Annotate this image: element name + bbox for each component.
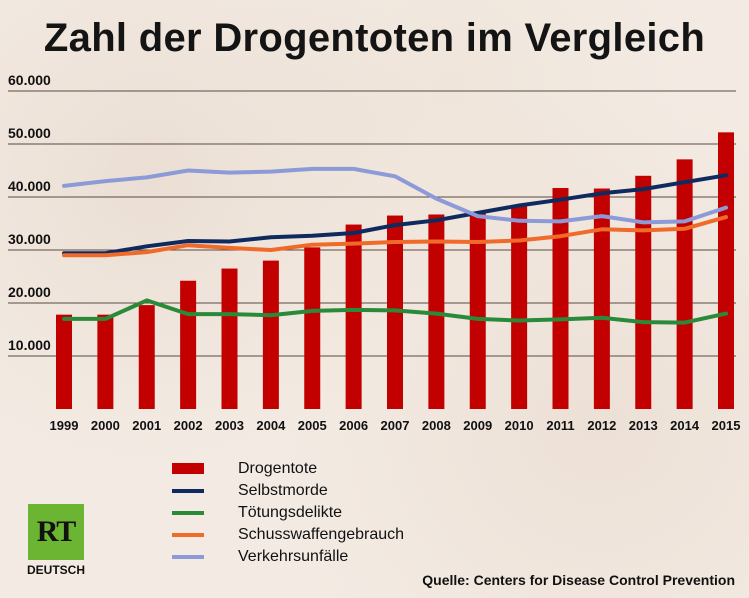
bar-drogentote [676,159,693,409]
legend-swatch [172,463,204,474]
rt-logo-text: RT [36,515,77,548]
x-tick-label: 1999 [50,418,79,433]
x-tick-label: 2013 [629,418,658,433]
y-tick-label: 50.000 [8,125,51,141]
legend: Drogentote Selbstmorde Tötungsdelikte Schus… [172,458,404,568]
x-tick-label: 2011 [546,418,574,433]
bar-drogentote [262,260,279,409]
bar-drogentote [345,224,362,409]
legend-swatch-wrap [172,480,238,502]
x-tick-label: 2005 [298,418,327,433]
bar-drogentote [593,188,610,409]
legend-swatch-wrap [172,524,238,546]
bar-drogentote [304,247,321,409]
x-tick-label: 2012 [587,418,616,433]
bar-drogentote [511,204,528,409]
legend-item: Schusswaffengebrauch [172,524,404,546]
bar-drogentote [97,314,114,409]
legend-item: Verkehrsunfälle [172,546,404,568]
legend-swatch-wrap [172,458,238,480]
legend-label: Drogentote [238,460,318,477]
line-verkehrsunfaelle [62,166,728,225]
x-tick-label: 2010 [505,418,534,433]
x-tick-label: 2000 [91,418,120,433]
bar-drogentote [635,175,652,409]
x-tick-label: 2014 [670,418,700,433]
y-tick-label: 10.000 [8,337,51,353]
legend-swatch-wrap [172,546,238,568]
line-schusswaffengebrauch [62,215,728,258]
legend-swatch [172,511,204,515]
legend-label: Verkehrsunfälle [238,548,349,565]
legend-swatch [172,533,204,537]
source-note: Quelle: Centers for Disease Control Prev… [422,572,735,588]
bar-drogentote [552,187,569,409]
line-toetungsdelikte [62,298,728,325]
legend-label: Schusswaffengebrauch [238,526,405,543]
legend-item: Drogentote [172,458,404,480]
bar-drogentote [180,280,197,409]
x-tick-label: 2006 [339,418,368,433]
y-tick-label: 40.000 [8,178,51,194]
y-tick-label: 30.000 [8,231,51,247]
bar-drogentote [221,268,238,409]
x-tick-label: 2004 [256,418,286,433]
bar-drogentote [56,314,72,409]
legend-label: Selbstmorde [238,482,328,499]
x-tick-label: 2015 [712,418,741,433]
x-tick-label: 2009 [463,418,492,433]
bar-drogentote [718,132,734,409]
x-tick-label: 2002 [174,418,203,433]
x-tick-label: 2003 [215,418,244,433]
rt-logo-subtitle: DEUTSCH [26,563,85,577]
legend-item: Tötungsdelikte [172,502,404,524]
x-tick-label: 2008 [422,418,451,433]
x-tick-label: 2001 [132,418,161,433]
y-tick-label: 20.000 [8,284,51,300]
legend-item: Selbstmorde [172,480,404,502]
legend-label: Tötungsdelikte [238,504,343,521]
legend-swatch [172,555,204,559]
rt-logo: RT DEUTSCH [24,504,88,577]
bar-drogentote [469,212,486,409]
bar-drogentote [138,305,155,409]
line-selbstmorde [62,173,728,256]
chart-title: Zahl der Drogentoten im Vergleich [43,16,706,60]
x-tick-label: 2007 [381,418,410,433]
legend-swatch-wrap [172,502,238,524]
y-tick-label: 60.000 [8,72,51,88]
rt-logo-box: RT [28,504,84,560]
legend-swatch [172,489,204,493]
